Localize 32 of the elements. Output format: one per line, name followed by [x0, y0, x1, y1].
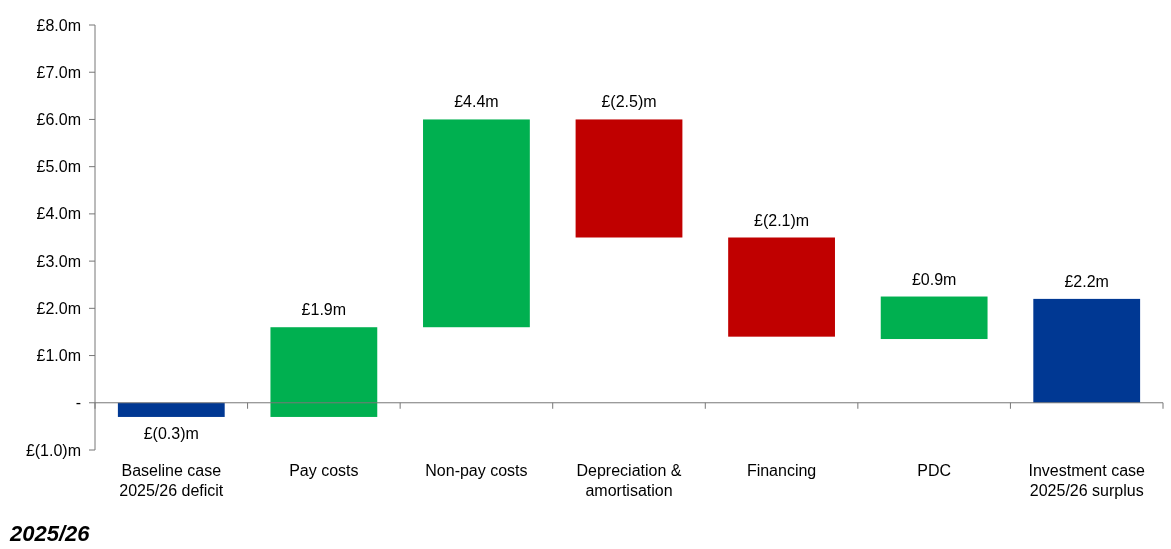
- x-tick-label: PDC: [917, 462, 952, 479]
- y-tick-label: £1.0m: [36, 347, 81, 365]
- y-tick-label: £6.0m: [36, 111, 81, 129]
- bar: [880, 296, 988, 340]
- bar: [423, 119, 530, 328]
- y-tick-label: £2.0m: [36, 299, 81, 317]
- data-label: £2.2m: [1064, 272, 1109, 290]
- data-label: £(2.5)m: [601, 93, 657, 111]
- y-tick-label: £4.0m: [36, 205, 81, 223]
- y-tick-label: £(1.0)m: [25, 441, 81, 459]
- bar: [117, 402, 225, 417]
- bar: [728, 237, 835, 337]
- data-label: £0.9m: [911, 270, 957, 288]
- data-label: £4.4m: [454, 93, 499, 111]
- text: 2025/26: [9, 521, 91, 546]
- x-tick-label: Non-pay costs: [425, 462, 528, 479]
- bar: [1033, 298, 1141, 403]
- y-tick-label: £5.0m: [36, 158, 81, 176]
- y-tick-label: £8.0m: [36, 16, 81, 34]
- bar: [270, 327, 378, 417]
- x-tick-label: Depreciation & amortisation: [576, 462, 682, 499]
- x-tick-label: Financing: [746, 462, 817, 479]
- y-tick-label: -: [75, 394, 81, 412]
- x-tick-label: Investment case 2025/26 surplus: [1028, 462, 1146, 499]
- data-label: £1.9m: [301, 301, 347, 319]
- bar: [575, 119, 683, 238]
- data-label: £(0.3)m: [143, 424, 199, 442]
- data-label: £(2.1)m: [754, 211, 810, 229]
- x-tick-label: Baseline case 2025/26 deficit: [119, 462, 224, 499]
- y-tick-label: £7.0m: [36, 63, 81, 81]
- y-tick-label: £3.0m: [36, 252, 81, 270]
- x-tick-label: Pay costs: [289, 462, 359, 479]
